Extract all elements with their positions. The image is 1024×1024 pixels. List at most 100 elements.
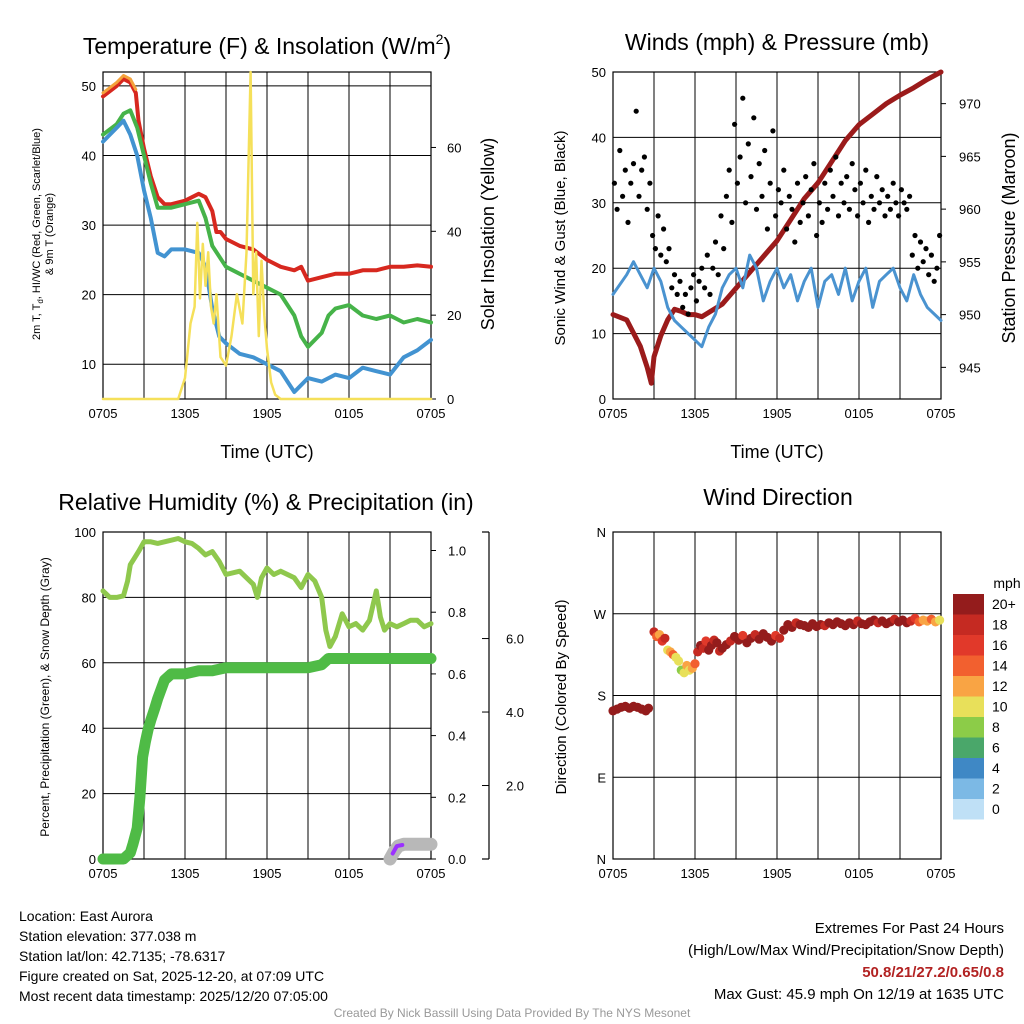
wind-direction-x-tick-label: 0705: [927, 866, 956, 881]
gust-point: [625, 219, 631, 225]
gust-point: [896, 213, 902, 219]
pressure-y-label: Station Pressure (Maroon): [999, 132, 1019, 343]
temperature-y-tick-label: 20: [82, 288, 96, 303]
gust-point: [893, 200, 899, 206]
gust-point: [647, 180, 653, 186]
precip-y2-tick-label: 0.0: [448, 852, 466, 867]
gust-point: [710, 265, 716, 271]
gust-point: [775, 187, 782, 193]
snow-depth-tick-label: 4.0: [506, 705, 524, 720]
humidity-plot-frame: [102, 531, 432, 860]
gust-point: [805, 213, 812, 219]
gust-point: [792, 239, 798, 245]
gust-point: [729, 219, 735, 225]
gust-point: [909, 252, 915, 258]
winds-x-tick-label: 0705: [927, 406, 956, 421]
gust-point: [767, 180, 773, 186]
gust-point: [674, 291, 680, 297]
gust-point: [745, 141, 751, 147]
gust-point: [704, 252, 710, 258]
gust-point: [852, 187, 858, 193]
gust-point: [928, 252, 935, 258]
gust-point: [887, 206, 894, 212]
colorbar-swatch: [953, 614, 984, 635]
gust-point: [661, 226, 667, 232]
station-info: Location: East Aurora Station elevation:…: [19, 906, 328, 1006]
gust-point: [628, 180, 634, 186]
snow-depth-tick-label: 2.0: [506, 779, 524, 794]
winds-x-tick-label: 1305: [681, 406, 710, 421]
winds-y-tick-label: 20: [592, 261, 606, 276]
gust-point: [614, 206, 620, 212]
humidity-y-tick-label: 100: [74, 525, 96, 540]
colorbar-label: 8: [992, 719, 1000, 735]
wind-direction-y-tick-label: S: [597, 689, 606, 704]
insolation-y2-tick-label: 40: [447, 224, 461, 239]
wind-direction-panel-title: Wind Direction: [703, 484, 853, 510]
wind-direction-point: [643, 703, 654, 713]
colorbar-swatch: [953, 717, 984, 738]
wind-direction-point: [674, 656, 684, 666]
humidity-x-tick-label: 0105: [335, 866, 364, 881]
humidity-x-tick-label: 1905: [253, 866, 282, 881]
gust-point: [863, 167, 869, 173]
gust-point: [794, 180, 801, 186]
gust-point: [871, 206, 877, 212]
temperature-y-tick-label: 10: [82, 357, 96, 372]
gust-point: [641, 154, 648, 160]
gust-point: [915, 265, 921, 271]
gust-point: [639, 167, 645, 173]
precip-y2-tick-label: 0.2: [448, 790, 466, 805]
winds-x-label: Time (UTC): [730, 442, 823, 462]
winds-panel: Winds (mph) & Pressure (mb) Time (UTC) S…: [552, 29, 1019, 462]
gust-point: [740, 95, 746, 101]
gust-point: [931, 278, 937, 284]
gust-point: [907, 193, 913, 199]
pressure-y2-tick-label: 945: [959, 360, 981, 375]
latlon-text: Station lat/lon: 42.7135; -78.6317: [19, 948, 226, 964]
gust-point: [685, 311, 691, 317]
winds-y-tick-label: 30: [592, 196, 606, 211]
winds-y-tick-label: 10: [592, 327, 606, 342]
gust-point: [756, 161, 762, 167]
gust-point: [743, 200, 749, 206]
precip-y2-tick-label: 1.0: [448, 544, 466, 559]
gust-point: [650, 232, 656, 239]
gust-point: [669, 285, 675, 291]
gust-point: [652, 246, 659, 252]
gust-point: [841, 200, 847, 206]
temperature-x-label: Time (UTC): [220, 442, 313, 462]
gust-point: [622, 167, 628, 173]
gust-point: [762, 147, 768, 154]
gust-point: [764, 226, 771, 232]
gust-point: [773, 213, 779, 219]
gust-point: [671, 272, 678, 278]
gust-point: [822, 180, 828, 186]
colorbar-swatch: [953, 799, 984, 820]
gust-point: [811, 161, 817, 167]
gust-point: [917, 239, 924, 245]
temperature-x-tick-label: 0705: [89, 406, 118, 421]
temperature-line: [101, 77, 433, 283]
colorbar-swatch: [953, 737, 984, 758]
gust-point: [691, 272, 697, 278]
gust-point: [630, 161, 637, 167]
insolation-y2-tick-label: 60: [447, 140, 461, 155]
wind-direction-x-tick-label: 0705: [599, 866, 628, 881]
gust-point: [759, 193, 765, 199]
gust-point: [655, 213, 661, 219]
gust-point: [816, 200, 823, 206]
gust-point: [866, 219, 872, 225]
extremes-legend: (High/Low/Max Wind/Precipitation/Snow De…: [688, 942, 1004, 959]
temperature-panel-title: Temperature (F) & Insolation (W/m2): [83, 31, 451, 59]
relative-humidity-line: [100, 536, 434, 649]
colorbar-label: 10: [992, 699, 1008, 715]
wind-direction-plot-frame: [612, 531, 942, 860]
colorbar-label: 0: [992, 801, 1000, 817]
winds-x-tick-label: 1905: [763, 406, 792, 421]
gust-point: [923, 246, 929, 252]
humidity-panel: Relative Humidity (%) & Precipitation (i…: [38, 489, 524, 881]
colorbar-label: 18: [992, 617, 1008, 633]
temperature-panel: Temperature (F) & Insolation (W/m2) Time…: [31, 31, 498, 462]
gust-point: [693, 298, 700, 304]
